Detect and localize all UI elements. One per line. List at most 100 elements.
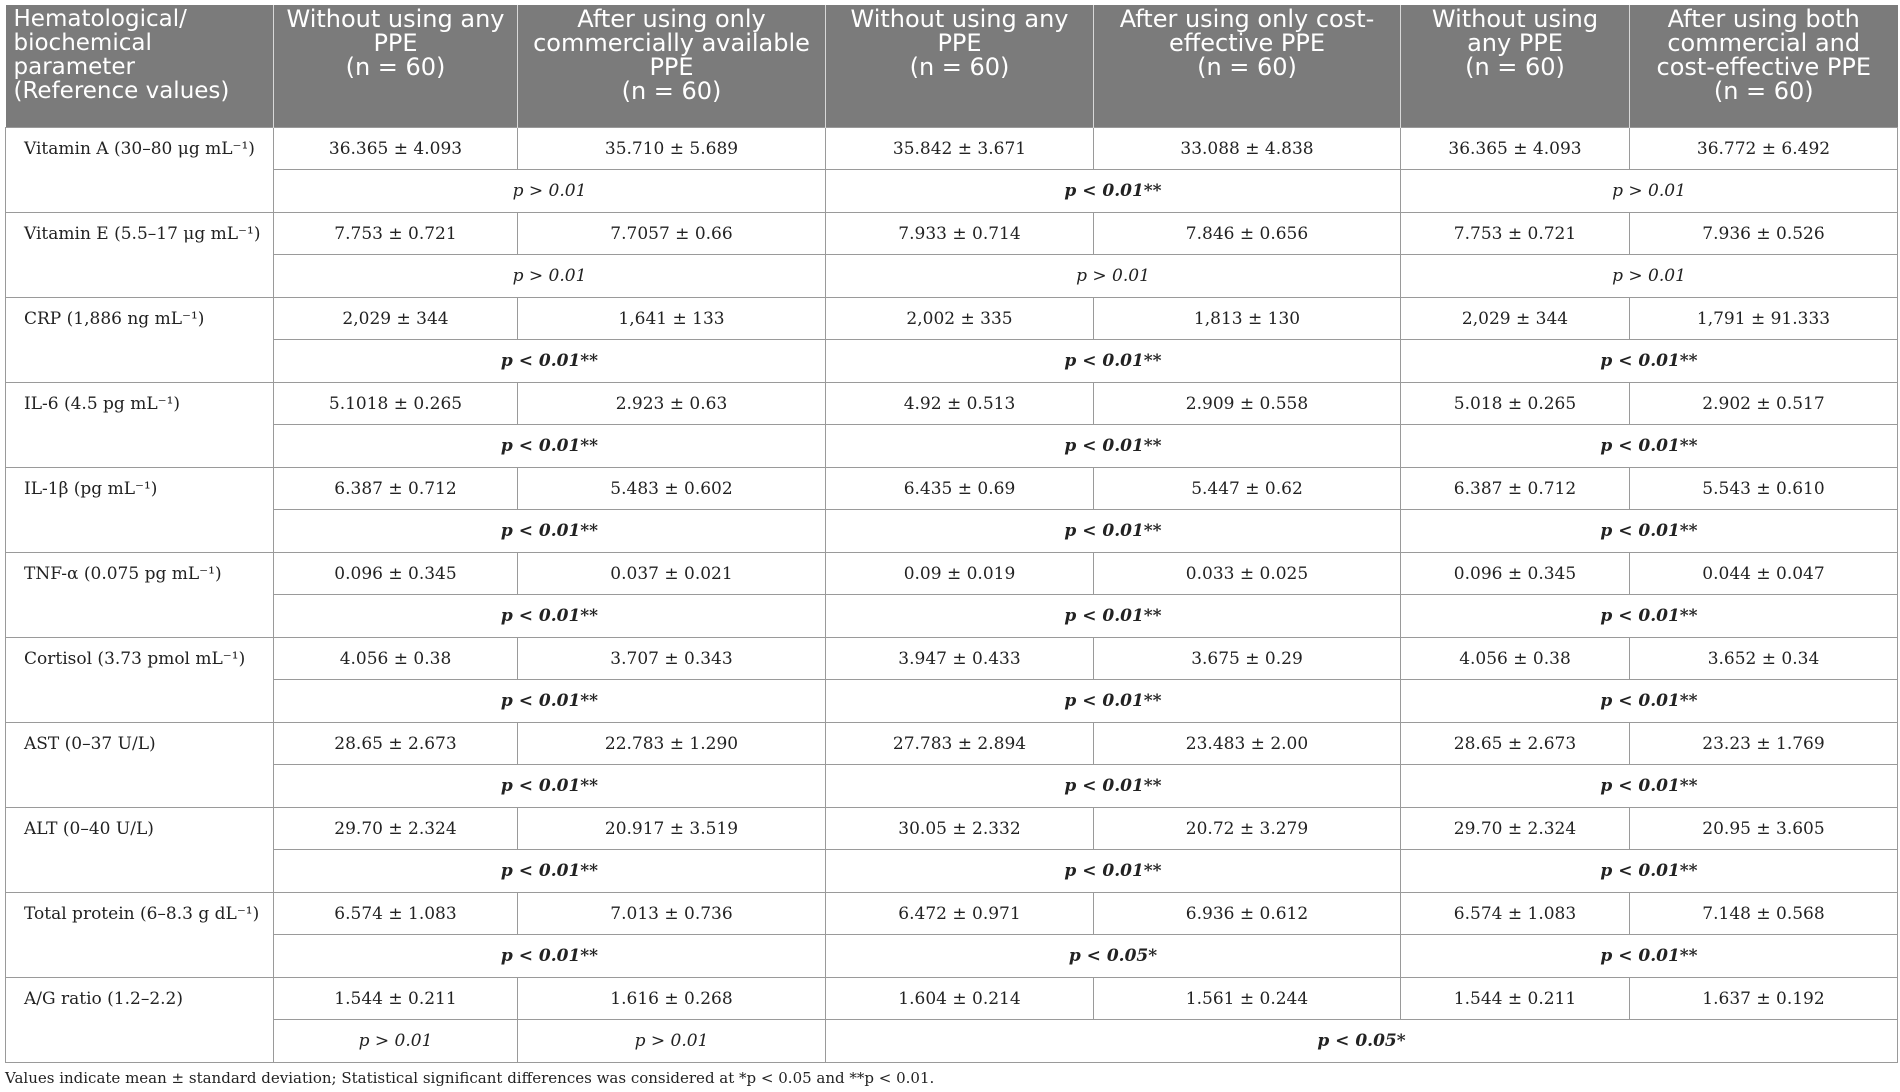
value-cell: 7.013 ± 0.736 [517, 892, 826, 935]
header-col-n: (n = 60) [1197, 53, 1297, 81]
value-cell: 5.1018 ± 0.265 [273, 382, 518, 425]
value-cell: 1.544 ± 0.211 [1400, 977, 1630, 1020]
param-cell: Vitamin A (30–80 μg mL⁻¹) [5, 127, 274, 213]
p-value-cell: p < 0.01** [1400, 339, 1898, 383]
param-cell: AST (0–37 U/L) [5, 722, 274, 808]
p-value-cell: p < 0.05* [825, 934, 1401, 978]
header-param-line: Hematological/ [13, 6, 187, 32]
value-cell: 6.574 ± 1.083 [1400, 892, 1630, 935]
p-value-row: p < 0.01** p < 0.01** p < 0.01** [6, 679, 1898, 723]
value-cell: 2.923 ± 0.63 [517, 382, 826, 425]
value-cell: 35.710 ± 5.689 [517, 127, 826, 170]
value-cell: 6.435 ± 0.69 [825, 467, 1094, 510]
value-cell: 2,029 ± 344 [1400, 297, 1630, 340]
table-row: Vitamin A (30–80 μg mL⁻¹) 36.365 ± 4.093 3… [5, 127, 1898, 213]
value-cell: 7.148 ± 0.568 [1629, 892, 1898, 935]
value-cell: 20.95 ± 3.605 [1629, 807, 1898, 850]
p-value-cell: p > 0.01 [517, 1019, 826, 1063]
value-cell: 1.637 ± 0.192 [1629, 977, 1898, 1020]
value-cell: 5.543 ± 0.610 [1629, 467, 1898, 510]
p-value-cell: p < 0.01** [825, 849, 1401, 893]
value-cell: 30.05 ± 2.332 [825, 807, 1094, 850]
p-value-row: p < 0.01** p < 0.01** p < 0.01** [6, 509, 1898, 553]
value-cell: 2.902 ± 0.517 [1629, 382, 1898, 425]
param-cell: TNF-α (0.075 pg mL⁻¹) [5, 552, 274, 638]
table-row: ALT (0–40 U/L) 29.70 ± 2.324 20.917 ± 3.51… [5, 807, 1898, 893]
value-cell: 3.947 ± 0.433 [825, 637, 1094, 680]
p-value-row: p < 0.01** p < 0.05* p < 0.01** [6, 934, 1898, 978]
table-row: CRP (1,886 ng mL⁻¹) 2,029 ± 344 1,641 ± 13… [5, 297, 1898, 383]
value-cell: 29.70 ± 2.324 [1400, 807, 1630, 850]
p-value-cell: p < 0.01** [273, 679, 826, 723]
p-value-row: p < 0.01** p < 0.01** p < 0.01** [6, 849, 1898, 893]
value-cell: 4.056 ± 0.38 [1400, 637, 1630, 680]
p-value-cell: p < 0.01** [273, 509, 826, 553]
value-cell: 20.917 ± 3.519 [517, 807, 826, 850]
header-col-label: Without using any PPE [1431, 5, 1599, 57]
value-cell: 2,002 ± 335 [825, 297, 1094, 340]
table-row: Total protein (6–8.3 g dL⁻¹) 6.574 ± 1.08… [5, 892, 1898, 978]
header-col-2: After using only commercially available … [517, 5, 826, 128]
header-col-label: After using both commercial and cost-eff… [1656, 5, 1872, 81]
value-cell: 36.365 ± 4.093 [273, 127, 518, 170]
value-cell: 6.387 ± 0.712 [273, 467, 518, 510]
value-cell: 1.561 ± 0.244 [1093, 977, 1401, 1020]
value-cell: 4.92 ± 0.513 [825, 382, 1094, 425]
value-cell: 29.70 ± 2.324 [273, 807, 518, 850]
value-cell: 28.65 ± 2.673 [1400, 722, 1630, 765]
table-header: Hematological/ biochemical parameter (Re… [5, 5, 1898, 128]
value-cell: 35.842 ± 3.671 [825, 127, 1094, 170]
p-value-cell: p < 0.01** [273, 934, 826, 978]
param-cell: Total protein (6–8.3 g dL⁻¹) [5, 892, 274, 978]
value-cell: 0.096 ± 0.345 [273, 552, 518, 595]
p-value-cell: p < 0.01** [825, 169, 1401, 213]
p-value-cell: p < 0.01** [825, 424, 1401, 468]
table-row: IL-1β (pg mL⁻¹) 6.387 ± 0.712 5.483 ± 0.60… [5, 467, 1898, 553]
p-value-cell: p < 0.01** [273, 424, 826, 468]
p-value-row: p > 0.01 p > 0.01 p > 0.01 [6, 254, 1898, 298]
p-value-row: p < 0.01** p < 0.01** p < 0.01** [6, 339, 1898, 383]
p-value-cell: p < 0.01** [825, 764, 1401, 808]
value-cell: 6.574 ± 1.083 [273, 892, 518, 935]
value-cell: 0.044 ± 0.047 [1629, 552, 1898, 595]
table-container: Hematological/ biochemical parameter (Re… [5, 5, 1898, 1087]
value-cell: 5.018 ± 0.265 [1400, 382, 1630, 425]
header-col-n: (n = 60) [909, 53, 1010, 81]
value-cell: 6.472 ± 0.971 [825, 892, 1094, 935]
param-cell: A/G ratio (1.2–2.2) [5, 977, 274, 1063]
header-col-label: After using only commercially available … [533, 5, 810, 81]
value-cell: 1,791 ± 91.333 [1629, 297, 1898, 340]
value-cell: 2.909 ± 0.558 [1093, 382, 1401, 425]
p-value-cell: p < 0.01** [273, 764, 826, 808]
header-col-n: (n = 60) [621, 77, 722, 105]
p-value-cell: p < 0.01** [1400, 424, 1898, 468]
value-cell: 2,029 ± 344 [273, 297, 518, 340]
table-row: TNF-α (0.075 pg mL⁻¹) 0.096 ± 0.345 0.037 … [5, 552, 1898, 638]
value-cell: 1.616 ± 0.268 [517, 977, 826, 1020]
value-cell: 22.783 ± 1.290 [517, 722, 826, 765]
p-value-cell: p > 0.01 [1400, 169, 1898, 213]
value-cell: 3.652 ± 0.34 [1629, 637, 1898, 680]
value-cell: 1.604 ± 0.214 [825, 977, 1094, 1020]
p-value-cell: p > 0.01 [273, 1019, 518, 1063]
header-param-line: parameter [13, 54, 135, 80]
p-value-cell: p < 0.05* [825, 1019, 1898, 1063]
header-param-line: (Reference values) [13, 78, 230, 104]
header-col-n: (n = 60) [1713, 77, 1814, 105]
value-cell: 27.783 ± 2.894 [825, 722, 1094, 765]
header-col-n: (n = 60) [345, 53, 446, 81]
p-value-cell: p < 0.01** [1400, 764, 1898, 808]
p-value-cell: p > 0.01 [1400, 254, 1898, 298]
value-cell: 28.65 ± 2.673 [273, 722, 518, 765]
value-cell: 6.936 ± 0.612 [1093, 892, 1401, 935]
param-cell: Vitamin E (5.5–17 μg mL⁻¹) [5, 212, 274, 298]
value-cell: 4.056 ± 0.38 [273, 637, 518, 680]
header-param: Hematological/ biochemical parameter (Re… [5, 5, 274, 128]
value-cell: 7.936 ± 0.526 [1629, 212, 1898, 255]
value-cell: 0.096 ± 0.345 [1400, 552, 1630, 595]
value-cell: 3.707 ± 0.343 [517, 637, 826, 680]
p-value-cell: p < 0.01** [273, 339, 826, 383]
value-cell: 33.088 ± 4.838 [1093, 127, 1401, 170]
p-value-row: p > 0.01 p < 0.01** p > 0.01 [6, 169, 1898, 213]
value-cell: 0.037 ± 0.021 [517, 552, 826, 595]
